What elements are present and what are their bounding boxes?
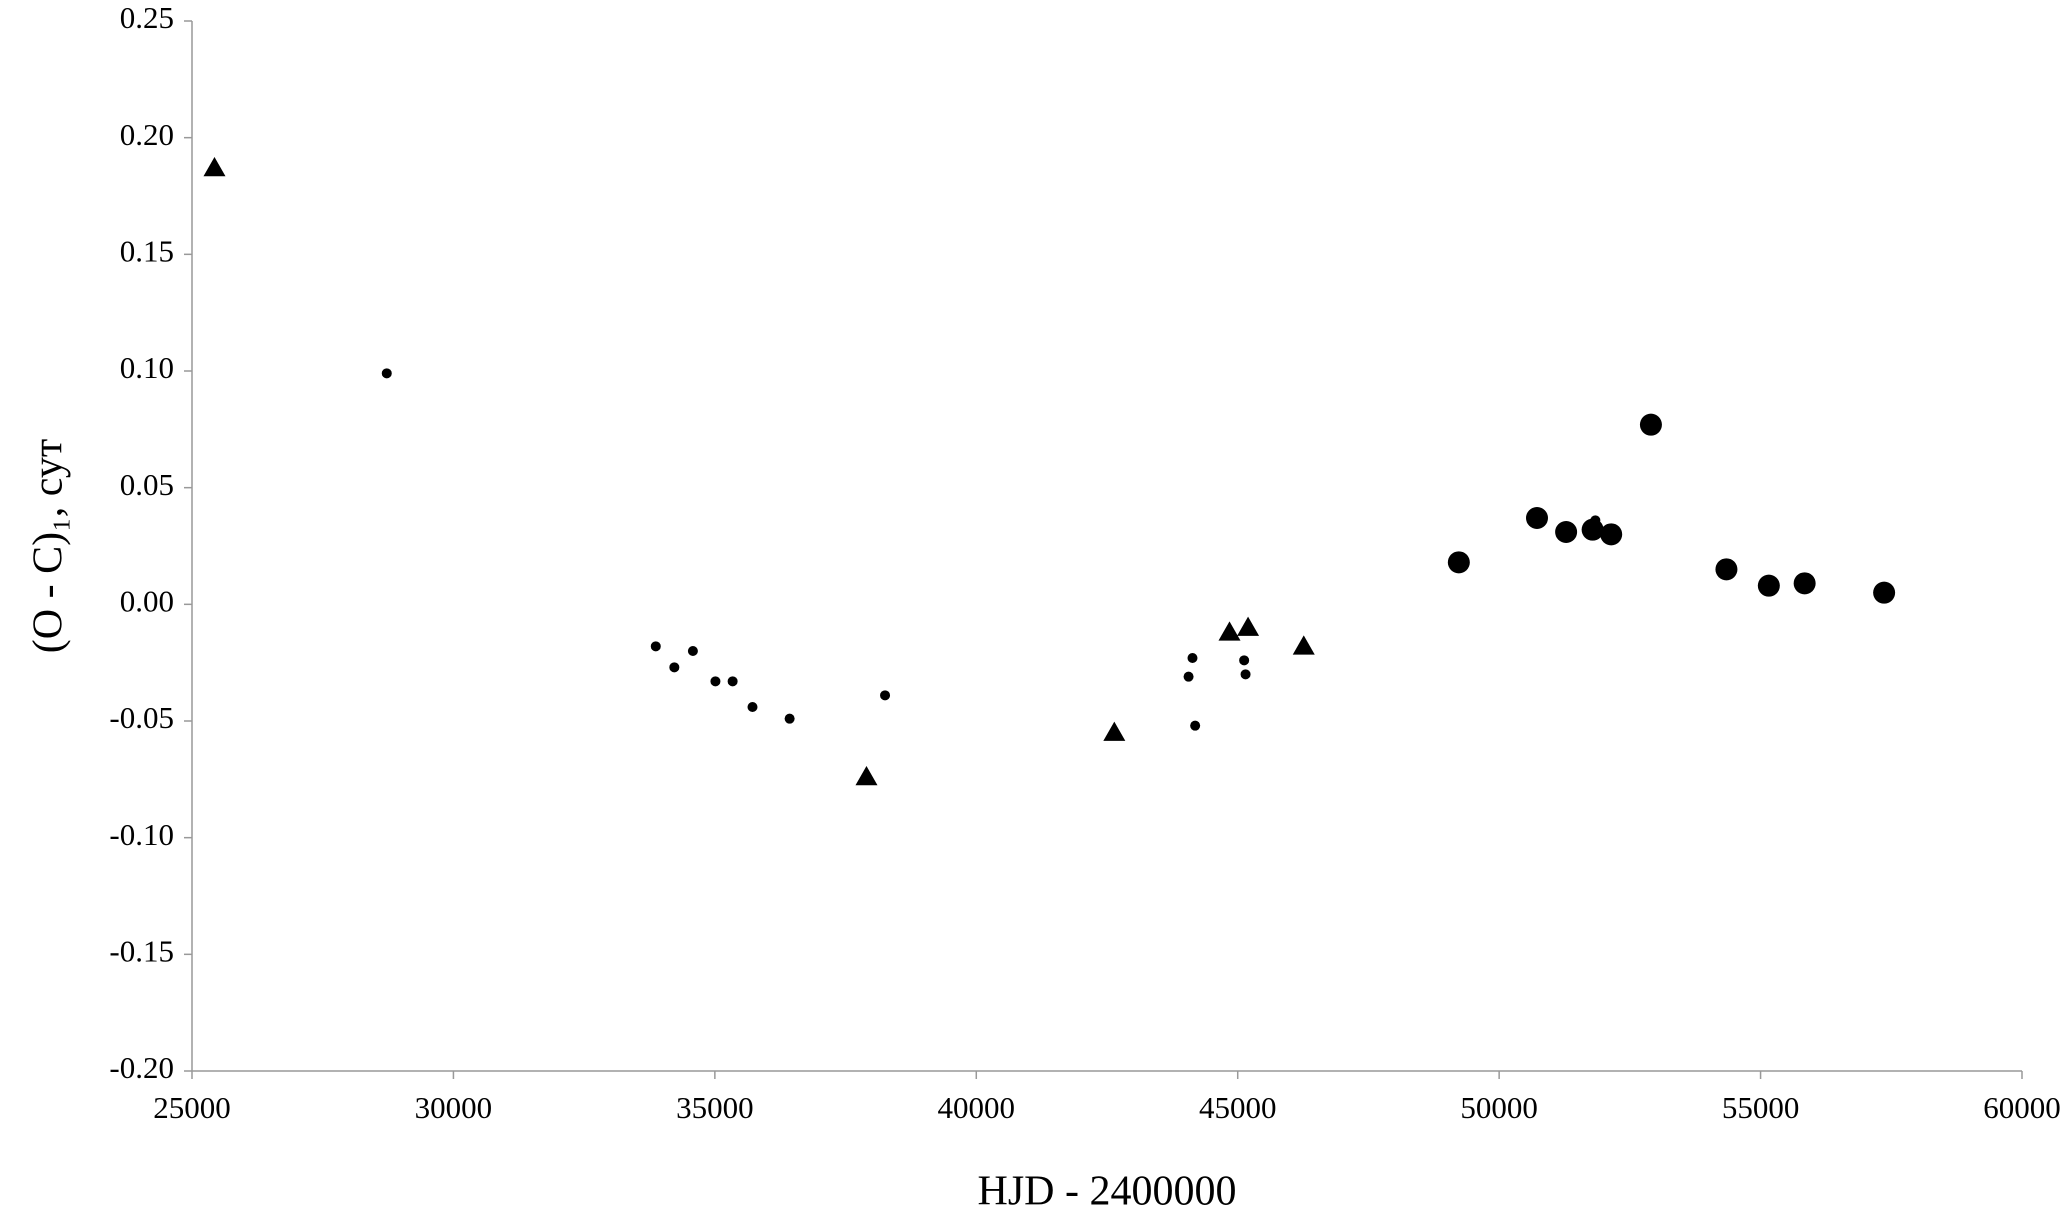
point bbox=[1190, 720, 1201, 731]
point bbox=[784, 713, 795, 724]
x-axis-title: HJD - 2400000 bbox=[978, 1169, 1237, 1215]
y-tick-label: -0.05 bbox=[109, 700, 174, 735]
point bbox=[1103, 721, 1126, 741]
y-tick-label: 0.15 bbox=[120, 233, 174, 268]
point bbox=[650, 641, 661, 652]
point bbox=[880, 690, 891, 701]
point bbox=[747, 702, 758, 712]
point bbox=[1240, 669, 1251, 680]
y-tick-label: 0.10 bbox=[120, 350, 174, 385]
y-tick-label: 0.00 bbox=[120, 583, 174, 618]
x-tick-label: 40000 bbox=[938, 1090, 1016, 1125]
y-tick-label: 0.05 bbox=[120, 467, 174, 502]
y-tick-label: 0.25 bbox=[120, 0, 174, 35]
y-tick-label: -0.20 bbox=[109, 1050, 174, 1085]
y-axis-title: (O - C)₁, сут bbox=[26, 439, 72, 653]
point bbox=[1581, 518, 1604, 541]
point bbox=[1639, 413, 1662, 436]
point bbox=[1715, 558, 1738, 581]
point bbox=[1292, 635, 1315, 655]
point bbox=[710, 676, 721, 687]
x-tick-label: 60000 bbox=[1983, 1090, 2061, 1125]
x-tick-label: 50000 bbox=[1460, 1090, 1538, 1125]
point bbox=[1793, 572, 1816, 595]
point bbox=[855, 766, 878, 786]
x-tick-label: 30000 bbox=[415, 1090, 493, 1125]
x-tick-label: 35000 bbox=[676, 1090, 754, 1125]
point bbox=[1187, 653, 1198, 663]
point bbox=[1218, 621, 1241, 641]
x-tick-label: 45000 bbox=[1199, 1090, 1277, 1125]
point bbox=[1873, 581, 1896, 604]
x-tick-label: 55000 bbox=[1722, 1090, 1800, 1125]
y-tick-label: 0.20 bbox=[120, 117, 174, 152]
point bbox=[203, 157, 226, 177]
point bbox=[1757, 574, 1780, 597]
point bbox=[687, 646, 698, 656]
y-tick-label: -0.15 bbox=[109, 933, 174, 968]
point bbox=[1237, 616, 1260, 636]
point bbox=[669, 662, 680, 673]
point bbox=[1239, 655, 1250, 666]
point bbox=[1183, 671, 1194, 682]
point bbox=[727, 676, 738, 687]
point bbox=[1555, 521, 1578, 543]
y-tick-label: -0.10 bbox=[109, 817, 174, 852]
point bbox=[1447, 551, 1470, 574]
point bbox=[1600, 523, 1623, 546]
x-tick-label: 25000 bbox=[153, 1090, 231, 1125]
point bbox=[381, 368, 392, 379]
point bbox=[1525, 507, 1548, 529]
